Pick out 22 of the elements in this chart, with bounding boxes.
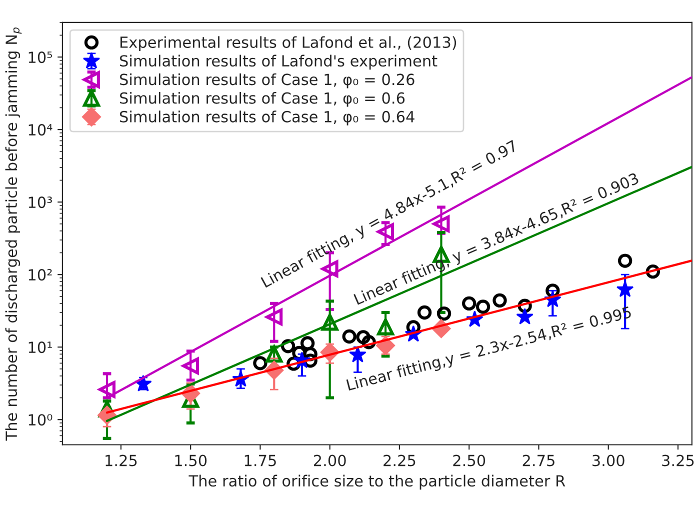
legend-label: Simulation results of Lafond's experiment [120, 54, 438, 70]
x-tick-label: 2.00 [314, 454, 346, 466]
x-tick-label: 2.25 [384, 454, 416, 466]
y-tick-label: 10⁴ [28, 124, 52, 136]
x-tick-label: 1.50 [175, 454, 207, 466]
y-tick-label: 10⁰ [28, 414, 52, 426]
legend-label: Simulation results of Case 1, φ₀ = 0.26 [120, 73, 414, 88]
y-tick-label: 10³ [28, 196, 52, 208]
y-axis-title: The number of discharged particle before jamming N$_{p}$ [5, 28, 22, 441]
legend-label: Simulation results of Case 1, φ₀ = 0.6 [120, 92, 405, 107]
x-tick-label: 3.00 [592, 454, 624, 466]
x-axis-title: The ratio of orifice size to the particle diameter R [188, 474, 566, 490]
x-tick-label: 1.75 [244, 454, 276, 466]
x-tick-label: 3.25 [662, 454, 694, 466]
y-tick-label: 10¹ [28, 342, 52, 354]
legend-label: Simulation results of Case 1, φ₀ = 0.64 [120, 110, 414, 126]
y-tick-label: 10⁵ [28, 52, 52, 64]
x-tick-label: 1.25 [106, 454, 137, 466]
x-tick-label: 2.50 [453, 454, 486, 466]
x-tick-label: 2.75 [522, 454, 554, 466]
y-tick-label: 10² [28, 269, 52, 281]
legend-label: Experimental results of Lafond et al., (2013) [120, 36, 456, 51]
